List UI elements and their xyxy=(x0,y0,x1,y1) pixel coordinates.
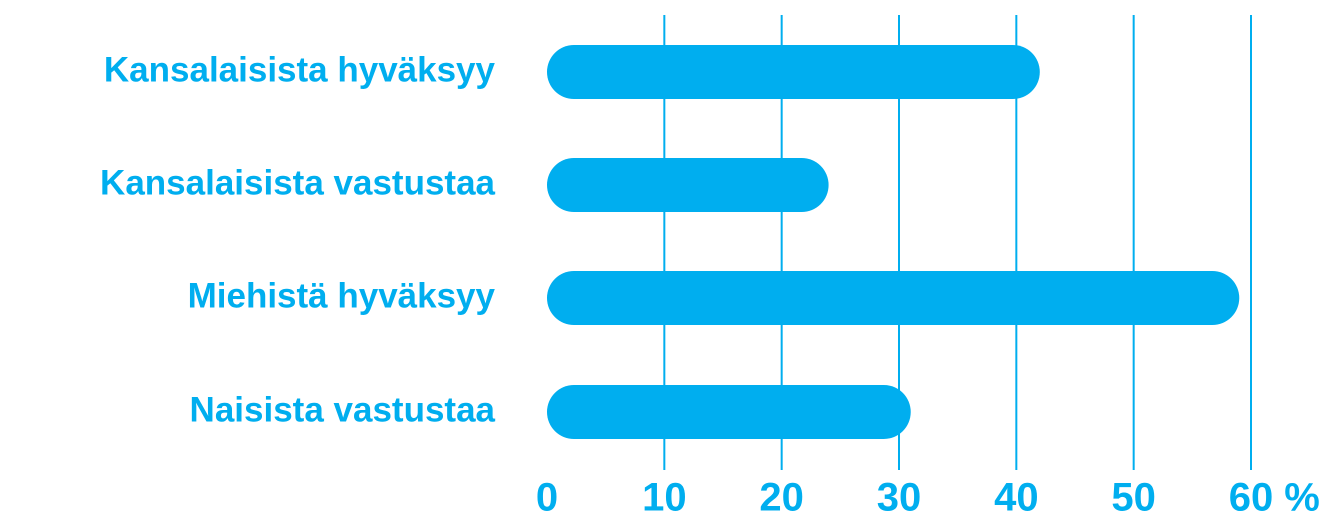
x-tick-label: 30 xyxy=(877,476,922,520)
bar xyxy=(547,385,911,439)
category-label: Naisista vastustaa xyxy=(190,390,496,429)
category-label: Kansalaisista vastustaa xyxy=(100,163,495,202)
category-label: Miehistä hyväksyy xyxy=(188,276,496,315)
bar xyxy=(547,271,1240,325)
x-tick-label: 20 xyxy=(759,476,804,520)
x-unit-label: % xyxy=(1284,476,1320,520)
bar xyxy=(547,45,1040,99)
x-tick-label: 10 xyxy=(642,476,687,520)
category-label: Kansalaisista hyväksyy xyxy=(104,50,496,89)
x-tick-label: 0 xyxy=(536,476,558,520)
x-tick-label: 50 xyxy=(1111,476,1156,520)
x-tick-label: 60 xyxy=(1229,476,1274,520)
bar xyxy=(547,158,829,212)
x-tick-label: 40 xyxy=(994,476,1039,520)
